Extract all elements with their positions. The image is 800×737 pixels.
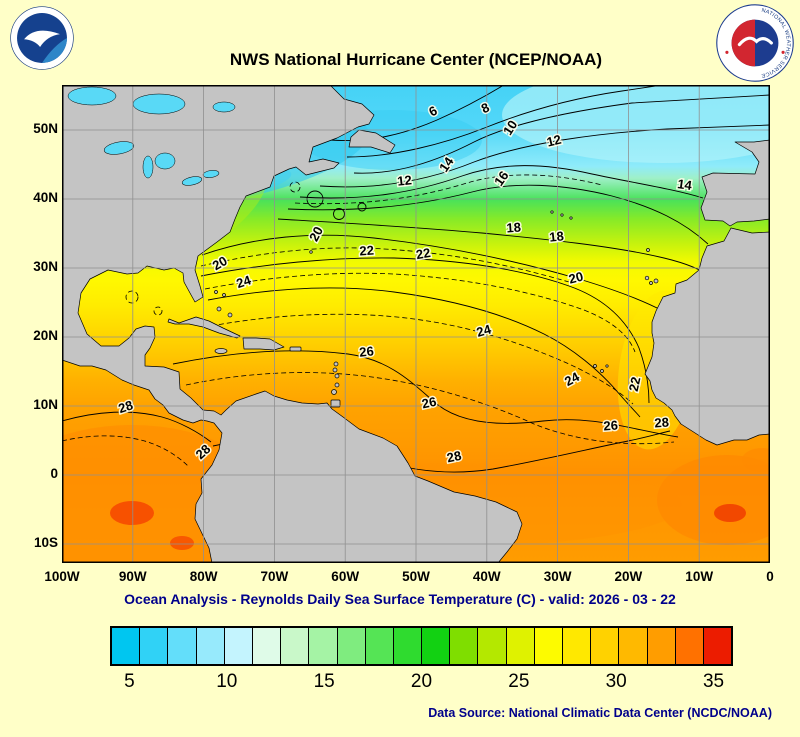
colorbar-cell: [477, 628, 506, 664]
colorbar-cell: [392, 628, 422, 664]
colorbar-cell: [590, 628, 619, 664]
island-cuba: [167, 316, 241, 339]
contour-label: 22: [626, 375, 644, 392]
contour-label: 20: [567, 269, 585, 287]
colorbar-cell: [646, 628, 675, 664]
colorbar: [110, 626, 733, 666]
colorbar-tick-label: 35: [702, 671, 725, 692]
contour-label: 26: [359, 343, 375, 359]
island-jamaica: [214, 348, 228, 354]
contour-label: 12: [545, 132, 563, 150]
lat-tick-label: 40N: [33, 190, 58, 205]
map-frame: [62, 85, 770, 563]
contour-label: 14: [676, 176, 693, 193]
island-madeira: [646, 248, 650, 252]
land-americas: [62, 85, 523, 563]
colorbar-cell: [167, 628, 196, 664]
lon-tick-label: 40W: [472, 569, 501, 584]
island-puerto-rico: [289, 346, 302, 352]
island-hispaniola: [242, 337, 285, 351]
colorbar-cell: [562, 628, 591, 664]
nws-logo: NATIONAL WEATHER SERVICE: [716, 4, 794, 82]
land-newfoundland: [348, 129, 396, 154]
colorbar-tick-label: 20: [410, 671, 433, 692]
colorbar-cell: [533, 628, 562, 664]
colorbar-cell: [449, 628, 478, 664]
land-europe: [700, 139, 770, 227]
lat-tick-label: 20N: [33, 328, 58, 343]
landmasses: [62, 85, 770, 563]
colorbar-cell: [674, 628, 703, 664]
contour-label: 22: [359, 243, 374, 259]
contour-label: 12: [397, 172, 413, 188]
page-title: NWS National Hurricane Center (NCEP/NOAA…: [229, 50, 603, 69]
colorbar-tick-label: 30: [605, 671, 627, 692]
colorbar-cell: [280, 628, 309, 664]
lon-tick-label: 100W: [44, 569, 80, 584]
colorbar-cell: [421, 628, 450, 664]
colorbar-tick-label: 10: [216, 671, 238, 692]
lat-tick-label: 10N: [33, 397, 58, 412]
lon-tick-label: 30W: [543, 569, 572, 584]
colorbar-tick-label: 5: [124, 671, 135, 692]
colorbar-cell: [505, 628, 534, 664]
colorbar-cell: [618, 628, 647, 664]
lon-tick-label: 60W: [331, 569, 360, 584]
noaa-logo-graphic: [10, 6, 74, 70]
contour-label: 28: [445, 448, 462, 466]
contour-label: 28: [116, 397, 134, 416]
colorbar-cell: [112, 628, 140, 664]
lon-tick-label: 50W: [402, 569, 430, 584]
lon-tick-label: 90W: [118, 569, 147, 584]
nws-gull-icon: [737, 36, 773, 47]
colorbar-tick-label: 15: [313, 671, 335, 692]
contour-label: 28: [654, 415, 669, 431]
land-africa: [644, 227, 770, 446]
lat-tick-label: 10S: [33, 535, 58, 550]
island-trinidad: [330, 399, 341, 408]
lat-tick-label: 50N: [33, 121, 58, 136]
graticule: [62, 85, 770, 563]
noaa-logo: [10, 6, 74, 70]
colorbar-tick-label: 25: [508, 671, 530, 692]
colorbar-cell: [336, 628, 365, 664]
contour-label: 22: [415, 245, 432, 262]
contour-label: 18: [549, 228, 565, 244]
lon-tick-label: 20W: [614, 569, 643, 584]
lon-tick-label: 80W: [189, 569, 218, 584]
colorbar-cell: [251, 628, 281, 664]
map-caption: Ocean Analysis - Reynolds Daily Sea Surf…: [124, 591, 676, 607]
contour-label: 18: [506, 220, 521, 236]
colorbar-cell: [139, 628, 168, 664]
contour-label: 24: [475, 321, 494, 340]
lon-tick-label: 0: [766, 569, 774, 584]
lat-tick-label: 30N: [33, 259, 58, 274]
nws-logo-graphic: NATIONAL WEATHER SERVICE: [716, 4, 794, 82]
lat-tick-label: 0: [50, 466, 58, 481]
data-source: Data Source: National Climatic Data Cent…: [428, 706, 772, 720]
colorbar-cell: [308, 628, 337, 664]
colorbar-cell: [364, 628, 393, 664]
inland-waters: [67, 86, 236, 186]
lon-tick-label: 70W: [260, 569, 289, 584]
sst-map: 6 8 10 12 12 14 14 16 18 18 20 20 20 22 22 22 24 24 24 26 26…: [62, 85, 770, 563]
isotherm-contours-dashed: [62, 174, 675, 467]
contour-label: 26: [603, 418, 618, 434]
noaa-gull-icon: [24, 30, 60, 47]
island-bermuda: [309, 250, 313, 254]
colorbar-cell: [195, 628, 224, 664]
lon-tick-label: 10W: [685, 569, 714, 584]
colorbar-cell: [223, 628, 252, 664]
colorbar-cell: [702, 628, 732, 664]
contour-label: 26: [420, 394, 437, 412]
